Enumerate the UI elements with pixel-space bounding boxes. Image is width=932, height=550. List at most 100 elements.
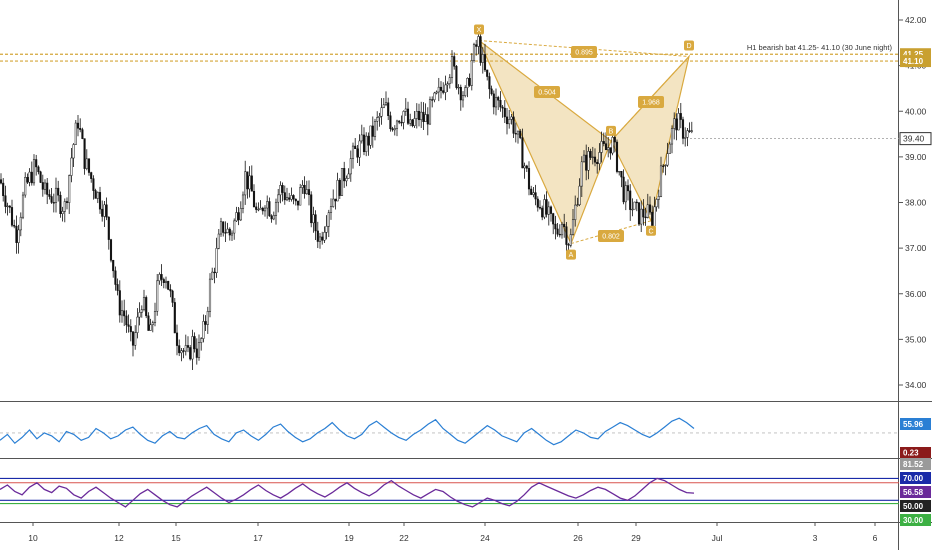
pattern-point-label: X [477, 27, 482, 34]
candle-body [354, 145, 357, 150]
candle-body [629, 190, 632, 210]
pattern-annotation: H1 bearish bat 41.25- 41.10 (30 June nig… [747, 43, 893, 52]
candle-body [314, 214, 317, 232]
candle-body [413, 118, 416, 127]
pattern-point-label: B [609, 128, 614, 135]
candle-body [92, 178, 95, 191]
candle-body [332, 198, 335, 207]
candle-body [24, 177, 27, 196]
candle-body [545, 199, 548, 215]
candle-body [556, 228, 559, 235]
candle-body [637, 202, 641, 225]
candle-body [329, 206, 333, 213]
oscillator-level-label: 70.00 [903, 474, 924, 483]
candle-body [70, 157, 73, 176]
candle-body [681, 119, 685, 139]
candle-body [230, 232, 234, 236]
candle-body [136, 316, 139, 333]
candle-body [0, 179, 3, 184]
candle-body [589, 151, 592, 158]
candle-body [189, 347, 192, 360]
candle-body [662, 165, 665, 167]
candle-body [516, 130, 520, 135]
candle-body [343, 168, 346, 182]
candle-body [123, 310, 126, 317]
candle-body [257, 208, 260, 211]
candle-body [63, 201, 66, 212]
candle-body [446, 83, 449, 86]
oscillator-line [0, 477, 695, 508]
candle-body [10, 207, 14, 226]
candle-body [677, 113, 680, 131]
candle-body [259, 207, 262, 210]
candle-body [217, 233, 220, 249]
candle-body [514, 133, 517, 135]
candle-body [648, 204, 652, 213]
candle-body [382, 104, 385, 108]
candle-body [488, 76, 491, 90]
candle-body [114, 270, 117, 285]
candle-body [387, 102, 390, 116]
candle-body [455, 66, 458, 88]
candle-body [307, 189, 311, 195]
candle-body [552, 213, 555, 225]
candle-body [459, 86, 462, 101]
candle-body [380, 107, 383, 117]
candle-body [241, 194, 245, 209]
candle-body [622, 176, 625, 203]
time-axis[interactable]: 10 12 15 17 19 22 24 26 29 Jul 3 6 [28, 522, 878, 543]
candle-body [65, 201, 69, 203]
candle-body [618, 170, 621, 173]
candle-body [208, 278, 212, 312]
candle-body [171, 290, 174, 303]
candle-body [167, 280, 170, 290]
candle-body [563, 223, 566, 227]
candle-body [433, 92, 436, 101]
candle-body [149, 324, 152, 331]
candle-body [206, 311, 209, 325]
candle-body [411, 119, 414, 127]
candle-body [538, 207, 542, 209]
candle-body [50, 196, 53, 203]
time-tick-label: Jul [712, 533, 723, 543]
pattern-point-label: C [648, 228, 653, 235]
oscillator-level-tag [900, 472, 931, 484]
candle-body [272, 215, 275, 220]
candle-body [604, 143, 608, 151]
candle-body [565, 226, 568, 245]
candle-body [103, 204, 106, 217]
pattern-point-badge [684, 40, 694, 51]
candle-body [626, 185, 630, 192]
candle-body [651, 211, 654, 228]
candle-body [523, 165, 526, 169]
candle-body [244, 171, 247, 196]
price-axis[interactable]: 42.0041.0040.0039.0038.0037.0036.0035.00… [690, 15, 932, 390]
candle-body [125, 315, 128, 326]
candle-body [292, 195, 295, 200]
candle-body [134, 332, 137, 346]
candle-body [442, 90, 445, 93]
candle-body [79, 128, 82, 130]
candle-body [140, 309, 143, 313]
candle-body [105, 204, 108, 218]
candle-body [532, 192, 535, 195]
candle-body [578, 185, 581, 206]
candle-body [8, 205, 11, 208]
pattern-point-label: A [569, 252, 574, 259]
candle-body [112, 259, 115, 272]
pattern-point-label: D [686, 43, 691, 50]
candle-body [219, 221, 223, 235]
candle-body [679, 113, 682, 120]
candle-body [543, 199, 546, 218]
candle-body [26, 177, 29, 183]
candle-body [325, 225, 328, 233]
candle-body [402, 111, 405, 123]
pattern-ratio-label: 0.504 [538, 90, 556, 97]
candle-body [21, 194, 25, 218]
candle-body [211, 271, 214, 280]
candle-body [224, 232, 227, 234]
candle-body [175, 332, 179, 346]
candle-body [101, 208, 104, 217]
pattern-ratio-label: 1.968 [642, 100, 660, 107]
last-price-tag [899, 132, 932, 146]
